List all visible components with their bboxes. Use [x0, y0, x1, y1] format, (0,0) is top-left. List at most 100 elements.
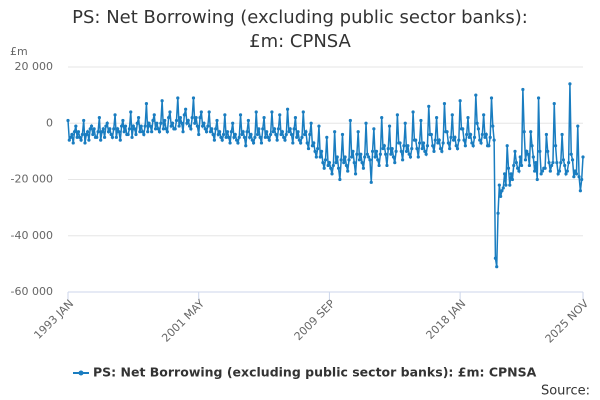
point	[76, 130, 81, 134]
point	[450, 113, 454, 117]
point	[96, 130, 100, 134]
point	[467, 135, 471, 139]
point	[466, 116, 470, 120]
point	[395, 113, 399, 117]
point	[242, 135, 247, 139]
point	[110, 135, 115, 139]
point	[304, 130, 308, 134]
point	[372, 127, 376, 131]
point	[135, 121, 139, 125]
point	[248, 135, 252, 139]
point	[138, 130, 142, 134]
point	[116, 127, 120, 131]
point	[153, 127, 158, 131]
point	[491, 124, 495, 128]
point	[530, 144, 534, 148]
point	[237, 135, 241, 139]
point	[476, 127, 481, 131]
point	[322, 166, 326, 170]
point	[70, 132, 74, 137]
point	[433, 138, 437, 142]
point	[348, 118, 352, 123]
point	[143, 124, 147, 128]
point	[468, 132, 473, 137]
point	[129, 110, 133, 114]
point	[564, 172, 568, 176]
point	[441, 141, 445, 145]
point	[514, 161, 518, 165]
point	[429, 132, 433, 137]
point	[231, 121, 235, 125]
point	[378, 152, 382, 156]
point	[448, 146, 452, 151]
point	[228, 141, 232, 145]
point	[134, 132, 138, 137]
point	[367, 155, 371, 159]
y-tick-label: -60 000	[11, 285, 53, 298]
point	[377, 163, 381, 168]
point	[106, 130, 111, 134]
point	[427, 104, 431, 108]
point	[577, 175, 581, 179]
point	[424, 152, 428, 156]
point	[118, 138, 122, 142]
point	[402, 144, 406, 148]
point	[482, 113, 486, 117]
point	[355, 152, 359, 156]
point	[414, 138, 418, 142]
point	[369, 180, 373, 184]
point	[193, 121, 197, 125]
point	[255, 132, 260, 137]
point	[461, 127, 465, 131]
point	[142, 132, 146, 137]
point	[462, 138, 466, 142]
point	[131, 124, 135, 128]
point	[418, 141, 422, 145]
point	[214, 127, 218, 131]
point	[534, 161, 538, 165]
point	[78, 135, 82, 139]
point	[500, 189, 504, 193]
point	[360, 161, 364, 165]
point	[207, 110, 211, 114]
point	[420, 146, 424, 151]
point	[176, 96, 180, 100]
point	[117, 130, 121, 134]
point	[259, 141, 264, 145]
point	[317, 124, 321, 128]
point	[565, 169, 569, 173]
point	[359, 152, 363, 156]
point	[574, 172, 579, 176]
point	[381, 146, 385, 151]
point	[423, 149, 427, 153]
point	[431, 144, 435, 148]
point	[164, 127, 168, 131]
point	[276, 127, 281, 131]
point	[580, 177, 584, 182]
point	[339, 158, 343, 162]
point	[206, 124, 210, 128]
point	[436, 141, 440, 145]
x-tick-label: 2018 JAN	[424, 297, 469, 342]
point	[550, 163, 554, 168]
point	[487, 144, 491, 148]
point	[365, 152, 369, 156]
point	[505, 144, 509, 148]
point	[539, 172, 543, 176]
point	[119, 124, 124, 128]
source: Source:	[541, 384, 590, 399]
point	[390, 146, 394, 151]
point	[326, 163, 330, 168]
point	[300, 135, 304, 139]
point	[522, 130, 526, 134]
point	[170, 121, 175, 125]
point	[301, 110, 305, 114]
point	[501, 186, 505, 190]
point	[492, 138, 496, 142]
point	[288, 127, 292, 131]
point	[160, 99, 164, 103]
point	[570, 158, 575, 162]
point	[529, 130, 533, 134]
point	[350, 155, 354, 159]
